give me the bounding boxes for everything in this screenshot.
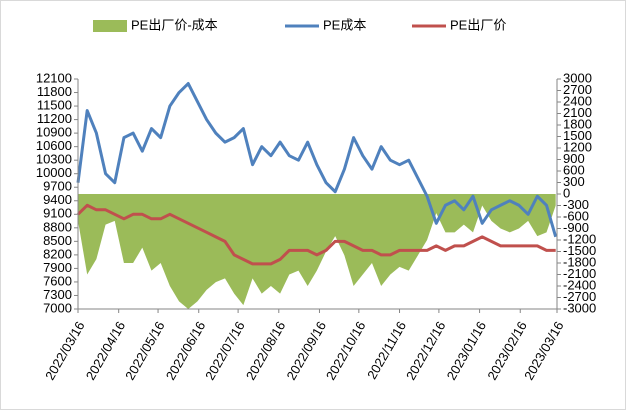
y-tick-label: 11800: [37, 84, 72, 99]
line: [76, 82, 558, 238]
y2-tick-label: -2400: [563, 277, 596, 292]
y2-tick-label: 2700: [563, 82, 592, 97]
y2-tick-label: 1200: [563, 139, 592, 154]
y-tick-label: 8800: [43, 219, 72, 234]
y2-tick-label: 3000: [563, 70, 592, 85]
y-tick-label: 10300: [36, 152, 72, 167]
y2-tick-label: -2700: [563, 289, 596, 304]
y2-tick-label: 2100: [563, 105, 592, 120]
y2-tick-label: 600: [563, 162, 585, 177]
y2-tick-label: -3000: [563, 300, 596, 315]
y2-tick-label: -2100: [563, 266, 596, 281]
y-tick-label: 10900: [36, 125, 72, 140]
y-tick-label: 7600: [43, 273, 72, 288]
legend-label: PE出厂价-成本: [131, 17, 218, 32]
y2-tick-label: -1800: [563, 254, 596, 269]
y-tick-label: 7300: [43, 287, 72, 302]
y-tick-label: 11500: [37, 97, 72, 112]
legend-swatch: [93, 20, 127, 32]
area: [78, 194, 556, 309]
y2-tick-label: 0: [563, 185, 570, 200]
y-tick-label: 12100: [36, 70, 72, 85]
y2-tick-label: -300: [563, 197, 589, 212]
y-tick-label: 8500: [43, 233, 72, 248]
y-tick-label: 7000: [43, 300, 72, 315]
y-tick-label: 9700: [43, 179, 72, 194]
y-tick-label: 10000: [36, 165, 72, 180]
y-tick-label: 10600: [36, 138, 72, 153]
y2-tick-label: -1200: [563, 231, 596, 246]
y-tick-label: 9100: [43, 206, 72, 221]
y-tick-label: 8200: [43, 246, 72, 261]
legend-label: PE成本: [323, 17, 366, 32]
y2-tick-label: -900: [563, 220, 589, 235]
y2-tick-label: 1500: [563, 128, 592, 143]
y2-tick-label: -1500: [563, 243, 596, 258]
y2-tick-label: 900: [563, 151, 585, 166]
y2-tick-label: 1800: [563, 116, 592, 131]
y-tick-label: 9400: [43, 192, 72, 207]
line: [76, 203, 556, 266]
y-tick-label: 11200: [37, 111, 72, 126]
y2-tick-label: 2400: [563, 93, 592, 108]
legend-label: PE出厂价: [450, 17, 506, 32]
y-tick-label: 7900: [43, 260, 72, 275]
y2-tick-label: 300: [563, 174, 585, 189]
y2-tick-label: -600: [563, 208, 589, 223]
